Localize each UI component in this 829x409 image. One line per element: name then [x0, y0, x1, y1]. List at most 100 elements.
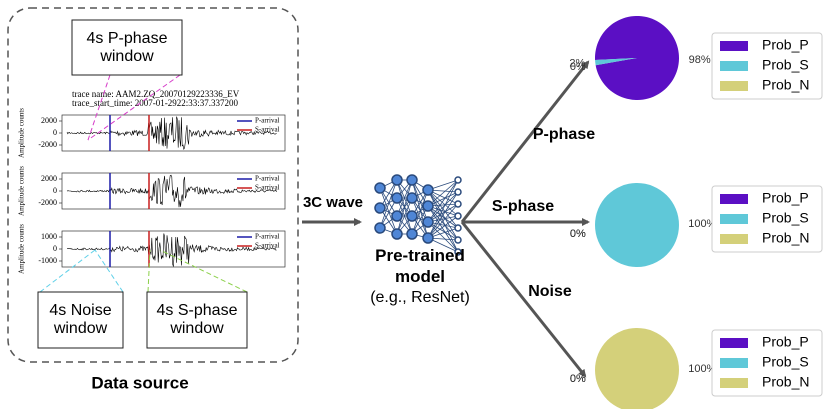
- net-edge: [427, 221, 459, 241]
- branch-arrow: [460, 221, 587, 378]
- net-edge: [411, 179, 429, 223]
- legend-label: S-arrival: [255, 126, 280, 134]
- legend-label: P-arrival: [255, 117, 280, 125]
- y-tick-label: -2000: [38, 198, 57, 207]
- branch-label: Noise: [528, 283, 572, 300]
- net-node: [454, 236, 462, 244]
- legend-label: Prob_P: [762, 190, 809, 206]
- window-link: [159, 249, 248, 293]
- legend-swatch: [720, 214, 748, 224]
- legend-swatch: [720, 378, 748, 388]
- net-edge: [427, 179, 459, 207]
- legend-swatch: [720, 338, 748, 348]
- pie-value-label: 0%: [570, 373, 586, 385]
- net-node: [454, 248, 462, 256]
- net-edge: [427, 191, 459, 223]
- text: 4s P-phase window: [86, 29, 168, 65]
- net-node: [391, 228, 403, 240]
- noise-window-label: 4s Noise window: [49, 302, 111, 337]
- net-node: [422, 184, 434, 196]
- net-edge: [427, 205, 459, 241]
- pie-slice: [595, 16, 680, 101]
- pie-value-label: 2%: [569, 58, 585, 70]
- legend-swatch: [720, 358, 748, 368]
- legend-swatch: [720, 81, 748, 91]
- window-link: [39, 249, 96, 293]
- legend-label: Prob_P: [762, 37, 809, 53]
- pie-value-label: 0%: [570, 61, 586, 73]
- net-node: [422, 200, 434, 212]
- legend-label: Prob_S: [762, 210, 809, 226]
- net-edge: [379, 179, 398, 229]
- net-node: [454, 224, 462, 232]
- p-window-box: [71, 19, 183, 76]
- y-tick-label: 1000: [41, 232, 57, 241]
- legend-label: S-arrival: [255, 242, 280, 250]
- window-link: [87, 74, 111, 141]
- net-edge: [427, 215, 459, 239]
- net-edge: [427, 189, 459, 217]
- legend-label: P-arrival: [255, 175, 280, 183]
- waveform: [67, 233, 277, 267]
- legend-label: S-arrival: [255, 184, 280, 192]
- net-node: [422, 216, 434, 228]
- net-node: [406, 210, 418, 222]
- pie-slice: [595, 58, 637, 66]
- pie-value-label: 100%: [688, 218, 716, 230]
- pie-value-label: 0%: [570, 228, 586, 240]
- y-axis-label: Amplitude counts: [18, 108, 26, 158]
- branch-arrow: [460, 60, 590, 223]
- pie-value-label: 98%: [689, 54, 711, 66]
- y-tick-label: -1000: [38, 256, 57, 265]
- net-node: [454, 200, 462, 208]
- net-edge: [427, 179, 459, 239]
- branch-label: S-phase: [492, 198, 554, 215]
- net-edge: [379, 187, 398, 235]
- data-source-label: Data source: [91, 373, 188, 392]
- net-edge: [411, 197, 429, 239]
- legend-label: Prob_N: [762, 77, 809, 93]
- legend-swatch: [720, 234, 748, 244]
- model-label: Pre-trained model (e.g., ResNet): [370, 246, 470, 306]
- window-link: [94, 249, 124, 293]
- net-node: [406, 192, 418, 204]
- net-node: [391, 174, 403, 186]
- y-axis-label: Amplitude counts: [18, 224, 26, 274]
- pie-value-label: 0%: [570, 228, 586, 240]
- net-node: [406, 228, 418, 240]
- model-example: (e.g., ResNet): [370, 289, 470, 306]
- legend-swatch: [720, 194, 748, 204]
- window-link: [87, 74, 181, 141]
- net-node: [454, 212, 462, 220]
- model-icon: [374, 174, 462, 256]
- legend-label: Prob_N: [762, 374, 809, 390]
- y-tick-label: 0: [53, 128, 57, 137]
- waveform: [66, 116, 277, 151]
- noise-window-box: [37, 291, 124, 349]
- window-link: [147, 249, 151, 293]
- p-window-label: 4s P-phase window: [86, 29, 168, 65]
- net-edge: [427, 179, 459, 223]
- net-edge: [427, 191, 459, 239]
- net-edge: [411, 179, 429, 239]
- net-node: [406, 174, 418, 186]
- net-edge: [396, 197, 413, 235]
- net-node: [391, 210, 403, 222]
- net-node: [454, 188, 462, 196]
- net-edge: [396, 179, 413, 217]
- legend-label: Prob_N: [762, 230, 809, 246]
- legend-label: Prob_P: [762, 334, 809, 350]
- pie-slice: [595, 328, 679, 409]
- outputs: P-phase98%2%0%Prob_PProb_SProb_NS-phase0…: [460, 16, 823, 409]
- pie-value-label: 100%: [688, 363, 716, 375]
- net-node: [454, 176, 462, 184]
- pie-value-label: 0%: [570, 373, 586, 385]
- net-edge: [411, 189, 429, 235]
- trace-start: trace_start_time: 2007-01-2922:33:37.337…: [72, 98, 238, 108]
- legend-swatch: [720, 61, 748, 71]
- s-window-box: [146, 291, 248, 349]
- y-tick-label: 2000: [41, 174, 57, 183]
- net-edge: [427, 221, 459, 253]
